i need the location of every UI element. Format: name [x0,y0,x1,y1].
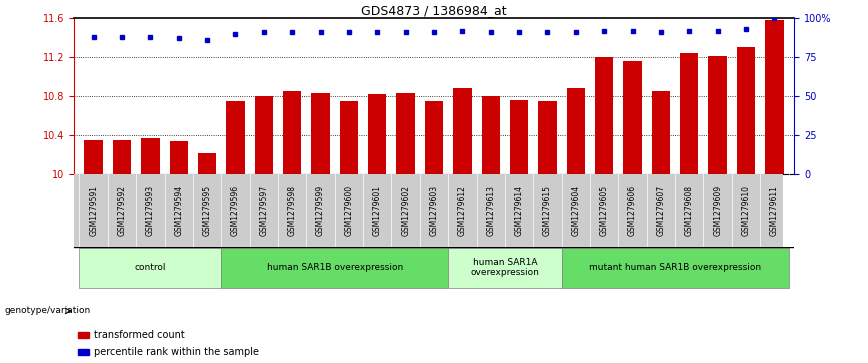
Bar [312,93,330,174]
Text: GSM1279600: GSM1279600 [345,185,353,236]
Text: GSM1279614: GSM1279614 [515,185,523,236]
Bar [595,57,614,174]
Text: GSM1279595: GSM1279595 [202,185,212,236]
Text: GSM1279592: GSM1279592 [117,185,127,236]
Bar [141,138,160,174]
Text: GSM1279613: GSM1279613 [486,185,496,236]
Bar [368,94,386,174]
Text: genotype/variation: genotype/variation [4,306,90,315]
Text: GSM1279608: GSM1279608 [685,185,694,236]
Text: GSM1279609: GSM1279609 [713,185,722,236]
Text: GSM1279598: GSM1279598 [287,185,297,236]
Text: GSM1279612: GSM1279612 [457,185,467,236]
Text: human SAR1A
overexpression: human SAR1A overexpression [470,258,539,277]
Bar [623,61,641,174]
Text: GSM1279607: GSM1279607 [656,185,666,236]
Text: GSM1279611: GSM1279611 [770,185,779,236]
Text: percentile rank within the sample: percentile rank within the sample [94,347,259,357]
Text: GSM1279610: GSM1279610 [741,185,751,236]
Bar [652,91,670,174]
Bar [227,101,245,174]
FancyBboxPatch shape [80,248,221,288]
Text: GSM1279594: GSM1279594 [174,185,183,236]
FancyBboxPatch shape [562,248,788,288]
Text: GSM1279603: GSM1279603 [430,185,438,236]
Bar [680,53,699,174]
Text: GSM1279602: GSM1279602 [401,185,411,236]
Bar [510,100,529,174]
Bar [737,48,755,174]
Text: GSM1279597: GSM1279597 [260,185,268,236]
Text: control: control [135,263,166,272]
Bar [254,96,273,174]
Text: transformed count: transformed count [94,330,185,340]
Bar [538,101,556,174]
Text: GSM1279593: GSM1279593 [146,185,155,236]
Text: mutant human SAR1B overexpression: mutant human SAR1B overexpression [589,263,761,272]
Bar [78,332,89,338]
Text: GSM1279606: GSM1279606 [628,185,637,236]
Text: GSM1279591: GSM1279591 [89,185,98,236]
Bar [169,141,188,174]
Bar [84,140,102,174]
Text: GSM1279596: GSM1279596 [231,185,240,236]
Bar [78,349,89,355]
Text: GSM1279599: GSM1279599 [316,185,325,236]
Text: human SAR1B overexpression: human SAR1B overexpression [266,263,403,272]
Text: GSM1279604: GSM1279604 [571,185,581,236]
Text: GSM1279615: GSM1279615 [543,185,552,236]
Text: GSM1279605: GSM1279605 [600,185,608,236]
Text: GSM1279601: GSM1279601 [372,185,382,236]
Bar [567,88,585,174]
Bar [708,56,727,174]
Bar [283,91,301,174]
Bar [453,88,471,174]
FancyBboxPatch shape [221,248,448,288]
Bar [339,101,358,174]
Title: GDS4873 / 1386984_at: GDS4873 / 1386984_at [361,4,507,17]
Bar [766,20,784,174]
Bar [424,101,444,174]
Bar [198,153,216,174]
Bar [397,93,415,174]
Bar [482,96,500,174]
FancyBboxPatch shape [448,248,562,288]
Bar [113,140,131,174]
